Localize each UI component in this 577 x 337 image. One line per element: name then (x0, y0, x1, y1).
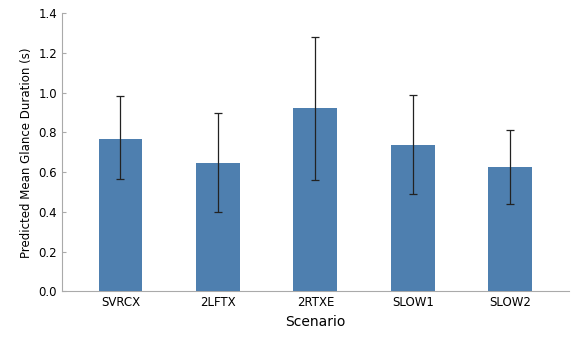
Bar (294, 108, 338, 291)
Bar (488, 167, 532, 291)
Bar (196, 163, 240, 291)
X-axis label: Scenario: Scenario (285, 315, 346, 329)
Bar (99, 139, 143, 291)
Y-axis label: Predicted Mean Glance Duration (s): Predicted Mean Glance Duration (s) (20, 47, 33, 257)
Bar (391, 145, 434, 291)
